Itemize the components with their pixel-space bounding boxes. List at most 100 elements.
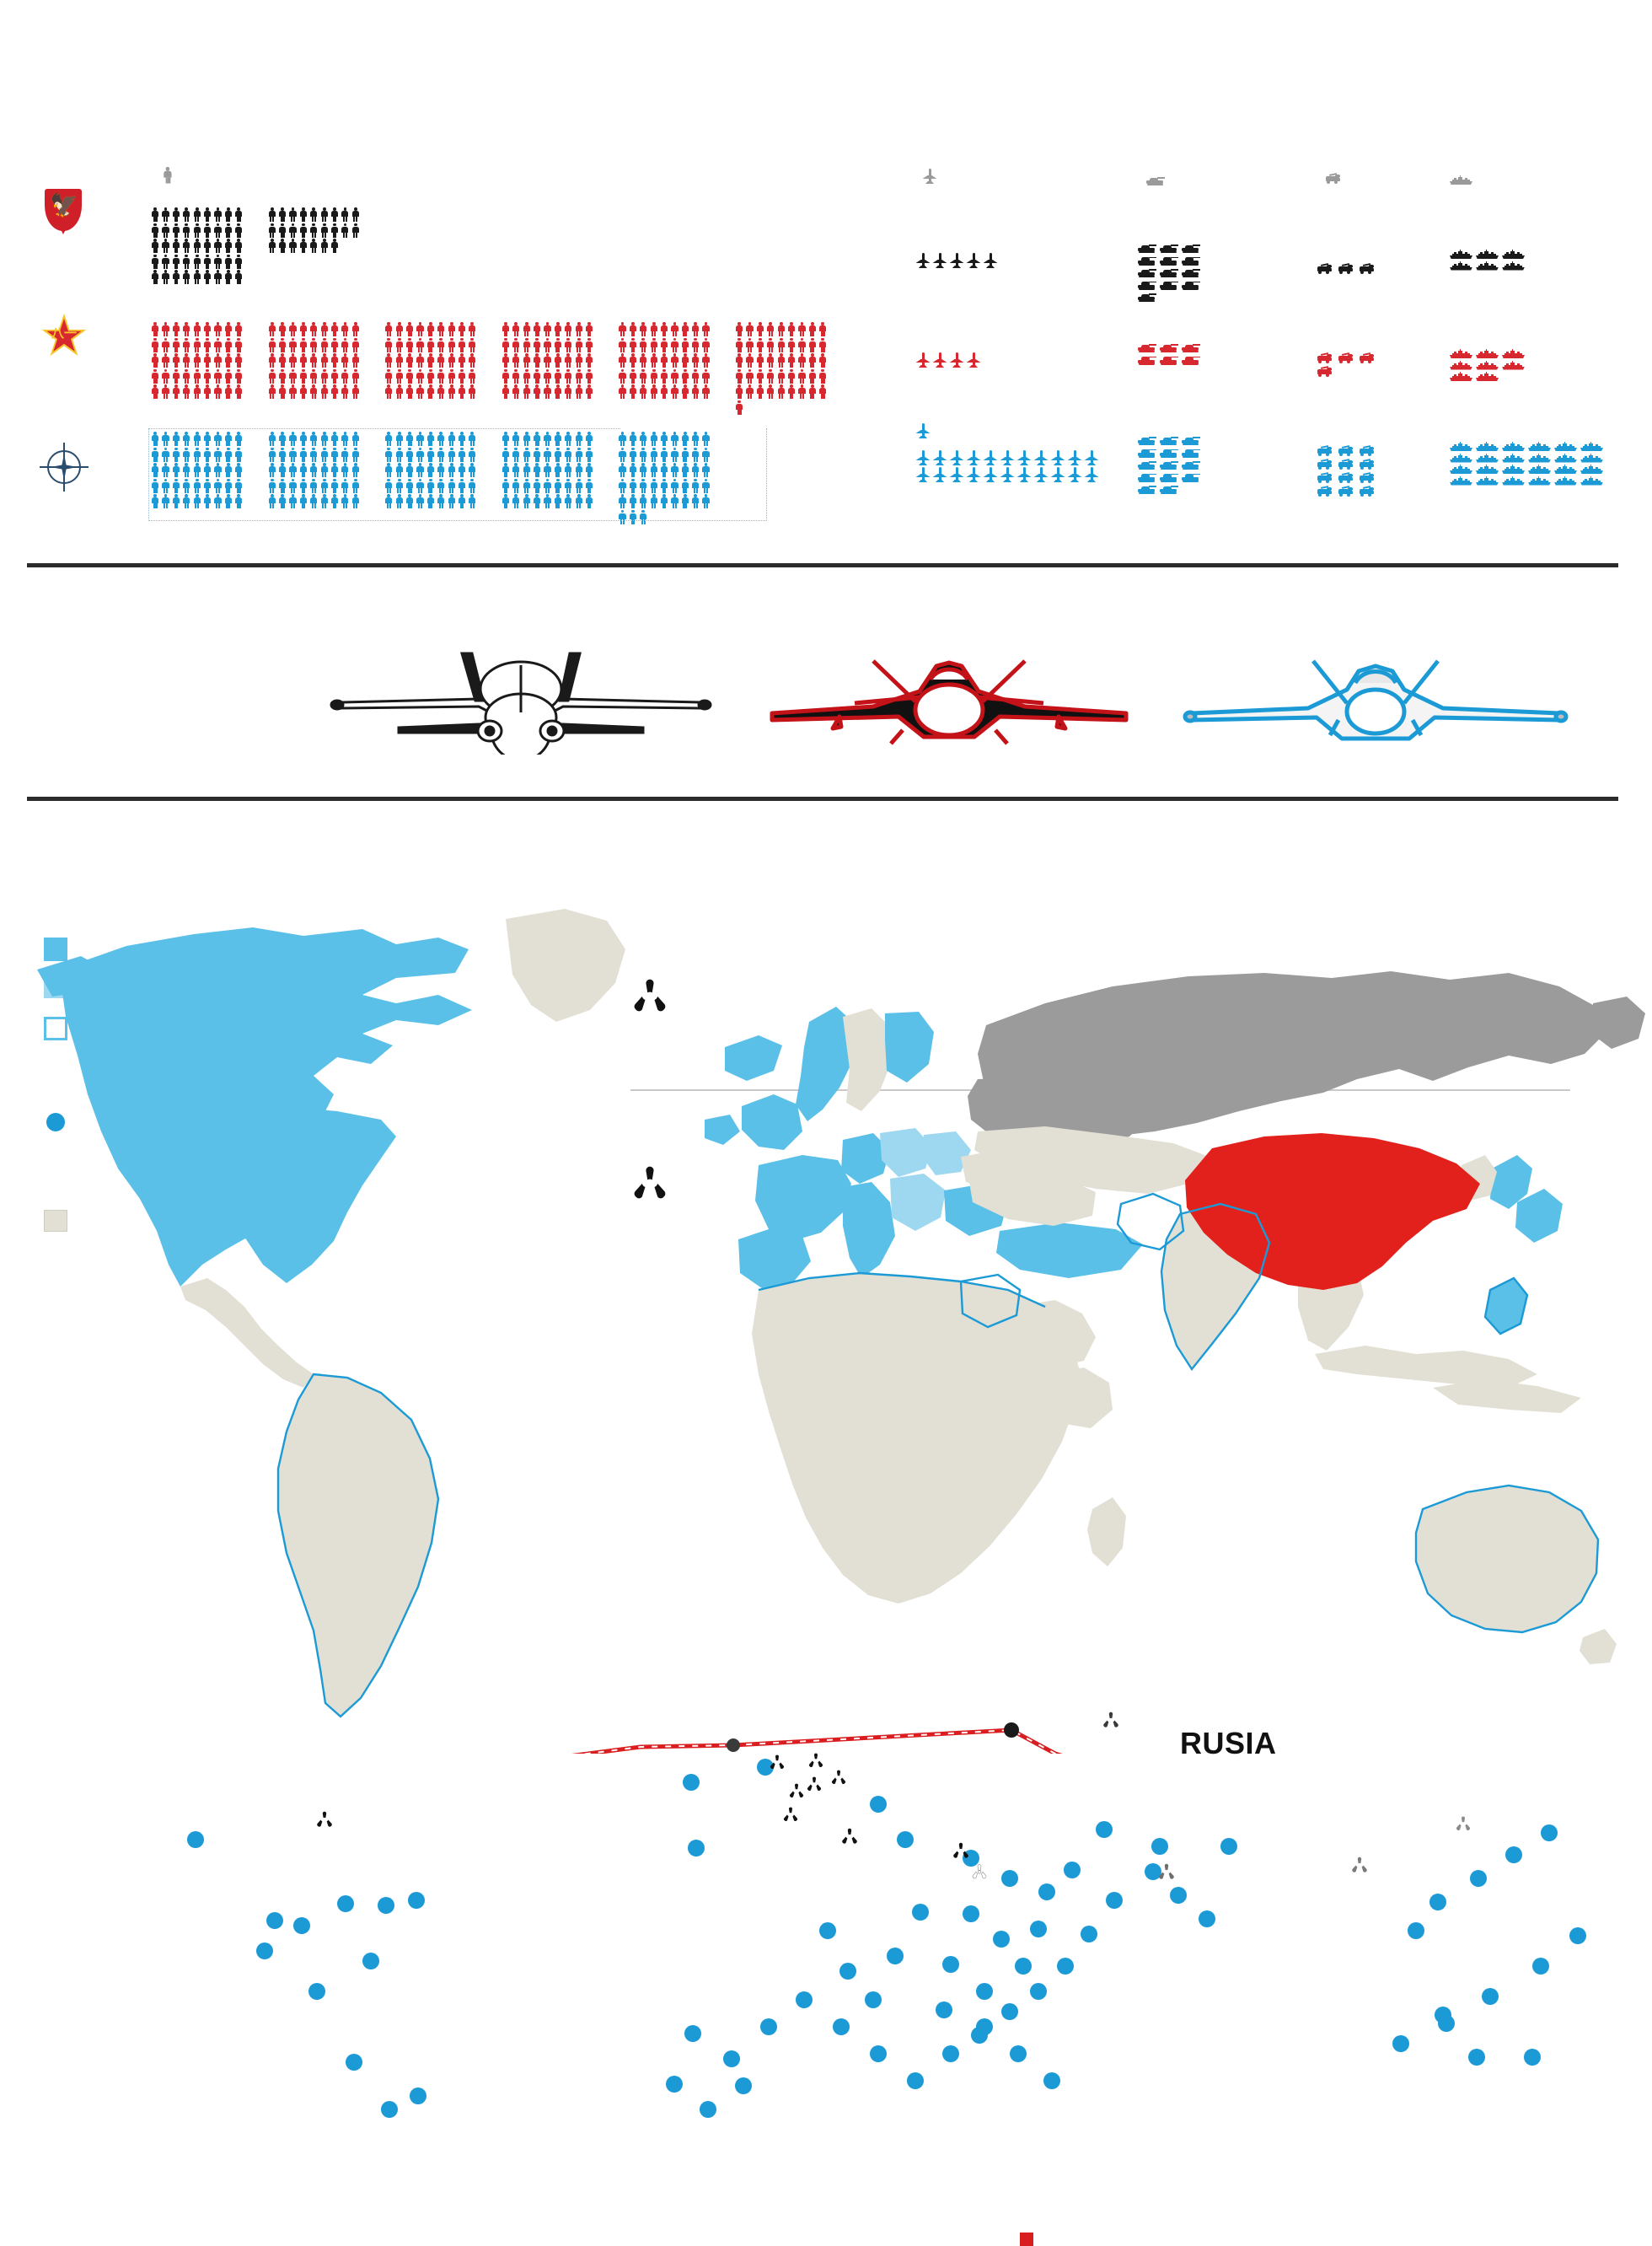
jet-icon — [915, 253, 931, 268]
jet-icon — [1050, 450, 1065, 465]
map-base-dot — [1030, 1983, 1047, 2000]
person-icon — [468, 447, 477, 462]
person-icon — [564, 432, 573, 446]
person-icon — [351, 494, 360, 508]
person-icon — [649, 463, 658, 477]
person-icon — [161, 254, 170, 269]
person-icon — [618, 494, 627, 508]
map-base-dot — [907, 2072, 924, 2089]
person-icon — [437, 494, 446, 508]
person-icon — [351, 337, 360, 352]
tanks-block — [1136, 243, 1204, 304]
person-icon — [288, 353, 298, 368]
person-icon — [564, 322, 573, 336]
person-icon — [267, 478, 276, 493]
map-base-dot — [897, 1831, 914, 1848]
aircraft-block — [914, 352, 984, 369]
person-icon — [213, 384, 223, 399]
person-icon — [574, 353, 583, 368]
person-icon — [437, 322, 446, 336]
person-icon — [735, 353, 744, 368]
person-icon — [213, 447, 223, 462]
person-icon — [288, 223, 298, 238]
warship-icon — [1580, 476, 1603, 486]
person-icon — [660, 478, 669, 493]
person-icon — [447, 322, 456, 336]
person-icon — [298, 384, 308, 399]
person-icon — [298, 494, 308, 508]
person-icon — [543, 337, 552, 352]
person-icon — [639, 353, 648, 368]
person-icon — [182, 384, 191, 399]
person-icon — [161, 432, 170, 446]
person-icon — [670, 337, 679, 352]
tank-icon — [1138, 342, 1156, 352]
person-icon — [234, 368, 244, 384]
person-icon — [288, 239, 298, 253]
person-icon — [426, 494, 435, 508]
person-icon — [574, 432, 583, 446]
person-icon — [405, 432, 415, 446]
person-icon — [351, 447, 360, 462]
person-icon — [691, 463, 700, 477]
person-icon — [468, 368, 477, 384]
person-icon — [533, 368, 542, 384]
apc-icon — [1338, 471, 1355, 483]
person-icon — [213, 239, 223, 253]
jet-icon — [915, 467, 931, 482]
person-icon — [797, 337, 807, 352]
person-icon — [437, 478, 446, 493]
person-icon — [298, 478, 308, 493]
map-base-dot — [700, 2101, 716, 2118]
person-icon — [171, 207, 180, 222]
person-icon — [341, 463, 350, 477]
person-icon — [151, 254, 160, 269]
person-icon — [543, 384, 552, 399]
person-icon — [267, 322, 276, 336]
person-icon — [447, 384, 456, 399]
vehicles-block — [1315, 262, 1380, 277]
apc-icon — [1317, 444, 1334, 456]
person-icon — [416, 368, 425, 384]
pla-star-emblem: 八一 — [38, 310, 90, 369]
person-icon — [745, 322, 754, 336]
map-base-dot — [796, 1991, 813, 2008]
person-icon — [416, 432, 425, 446]
warship-icon — [1502, 360, 1525, 370]
person-icon — [203, 353, 212, 368]
map-base-dot — [819, 1922, 836, 1939]
person-icon — [468, 463, 477, 477]
map-base-dot — [1064, 1862, 1081, 1878]
person-icon — [670, 494, 679, 508]
person-icon — [553, 368, 562, 384]
person-icon — [213, 353, 223, 368]
person-icon — [341, 432, 350, 446]
person-icon — [298, 447, 308, 462]
person-icon — [223, 207, 233, 222]
person-icon — [574, 368, 583, 384]
warship-icon — [1476, 453, 1499, 463]
person-icon — [394, 337, 404, 352]
nuclear-icon-declared — [630, 976, 669, 1015]
aircraft-block-extra — [914, 423, 933, 440]
person-icon — [501, 463, 510, 477]
person-icon — [691, 478, 700, 493]
tank-icon — [1138, 484, 1156, 494]
person-icon — [203, 494, 212, 508]
header-jet-icon — [921, 169, 937, 184]
person-icon — [543, 478, 552, 493]
warship-icon — [1476, 442, 1499, 451]
tank-icon — [1138, 435, 1156, 445]
person-icon — [288, 463, 298, 477]
person-icon — [735, 384, 744, 399]
person-icon — [618, 447, 627, 462]
person-icon — [512, 322, 521, 336]
person-icon — [701, 353, 711, 368]
warship-icon — [1476, 261, 1499, 271]
person-icon — [543, 353, 552, 368]
person-icon — [533, 447, 542, 462]
person-icon — [161, 494, 170, 508]
person-icon — [319, 353, 329, 368]
warship-icon — [1450, 349, 1472, 358]
map-base-dot — [308, 1983, 325, 2000]
